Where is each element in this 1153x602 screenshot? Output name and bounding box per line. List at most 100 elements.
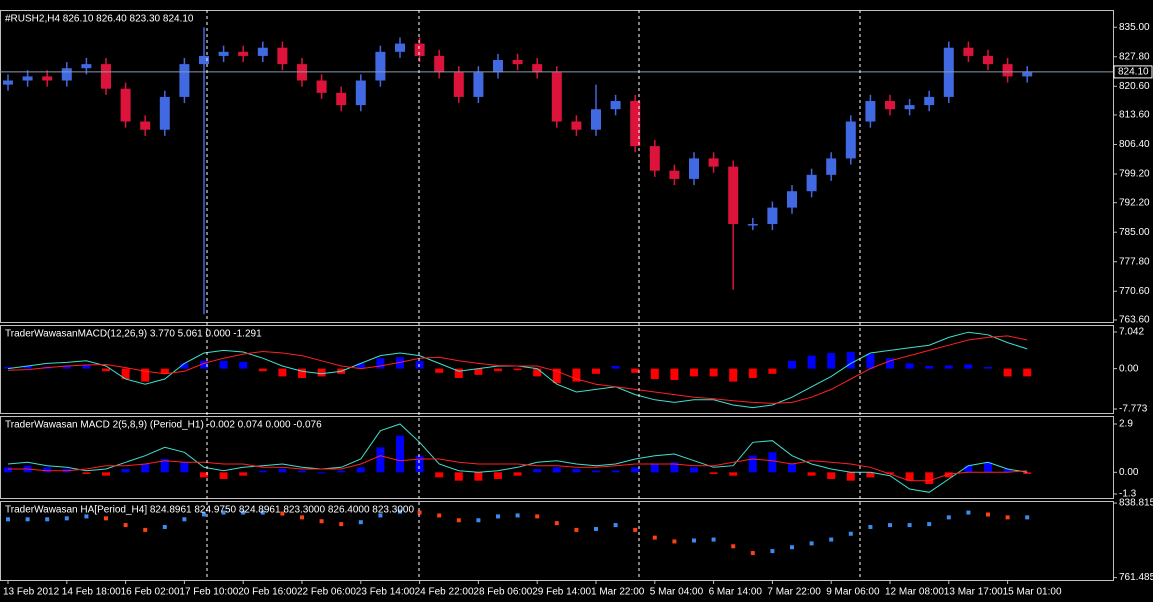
panel-frame	[0, 325, 1114, 414]
histogram-bar	[670, 462, 679, 473]
y-tick-label: 777.80	[1119, 256, 1150, 267]
y-tick-label: 761.485	[1119, 572, 1153, 583]
histogram-bar	[984, 462, 992, 473]
histogram-bar	[121, 469, 130, 473]
indicator-line	[8, 455, 1028, 482]
candle-body	[277, 47, 288, 65]
last-price-label: 824.10	[1118, 67, 1149, 78]
ha-dot	[476, 518, 481, 523]
candle-body	[1022, 72, 1033, 77]
y-tick-label: 2.9	[1119, 419, 1133, 430]
histogram-bar	[611, 366, 620, 369]
histogram-bar	[415, 360, 424, 369]
histogram-bar	[141, 368, 150, 382]
candle-body	[395, 43, 405, 52]
candle-body	[591, 109, 601, 130]
y-tick-label: 806.40	[1119, 139, 1150, 150]
histogram-bar	[748, 368, 757, 378]
ha-dot	[574, 527, 579, 532]
histogram-bar	[905, 472, 914, 481]
ha-dot	[437, 513, 442, 518]
ha-dot	[594, 526, 598, 531]
ha-dot	[221, 510, 226, 515]
ha-dot	[515, 513, 520, 518]
histogram-bar	[788, 464, 796, 473]
histogram-bar	[513, 472, 522, 476]
x-tick-label: 1 Mar 22:00	[591, 587, 645, 598]
y-tick-label: -1.3	[1119, 489, 1137, 500]
y-tick-label: 835.00	[1119, 22, 1150, 33]
histogram-bar	[611, 470, 620, 473]
histogram-bar	[905, 363, 914, 369]
histogram-bar	[435, 472, 444, 478]
ha-dot	[202, 512, 206, 517]
histogram-bar	[886, 358, 894, 369]
ha-dot	[456, 518, 461, 523]
x-tick-label: 13 Mar 17:00	[944, 587, 1003, 598]
histogram-bar	[415, 455, 424, 473]
ha-dot	[535, 514, 540, 519]
candle-body	[179, 64, 190, 97]
ha-dot	[358, 520, 363, 525]
histogram-bar	[160, 368, 169, 374]
histogram-bar	[533, 368, 542, 377]
x-tick-label: 29 Feb 14:00	[532, 587, 591, 598]
panel-frame	[0, 501, 1114, 581]
histogram-bar	[356, 363, 365, 369]
histogram-bar	[572, 368, 581, 382]
ha-dot	[731, 544, 736, 549]
histogram-bar	[396, 435, 404, 473]
candle-body	[983, 55, 993, 65]
histogram-bar	[788, 360, 796, 369]
histogram-bar	[748, 455, 757, 473]
ha-dot	[927, 522, 932, 527]
histogram-bar	[807, 472, 816, 476]
histogram-bar	[23, 366, 32, 369]
ha-dot	[613, 523, 618, 528]
histogram-bar	[552, 467, 561, 473]
ha-dot	[750, 551, 755, 556]
histogram-bar	[592, 368, 600, 374]
ha-dot	[280, 511, 285, 516]
y-tick-label: 763.60	[1119, 315, 1150, 326]
candle-body	[3, 80, 13, 85]
ha-dot	[319, 519, 324, 524]
ha-dot	[652, 535, 657, 540]
x-tick-label: 13 Feb 2012	[3, 587, 60, 598]
y-tick-label: 7.042	[1119, 327, 1144, 338]
ha-dot	[711, 537, 716, 542]
histogram-bar	[62, 365, 71, 369]
ha-dot	[300, 515, 304, 520]
candle-body	[532, 64, 543, 73]
ha-dot	[260, 510, 265, 515]
histogram-bar	[317, 368, 326, 377]
candle-body	[120, 88, 131, 122]
candle-body	[708, 158, 719, 167]
x-tick-label: 17 Feb 10:00	[179, 587, 238, 598]
candle-body	[689, 158, 699, 179]
candle-body	[414, 43, 425, 56]
histogram-bar	[866, 354, 875, 369]
histogram-bar	[82, 472, 91, 474]
ha-dot	[790, 545, 794, 550]
histogram-bar	[729, 472, 738, 476]
histogram-bar	[376, 447, 385, 473]
candle-body	[140, 121, 151, 130]
ha-dot	[241, 510, 246, 515]
ha-dot	[986, 512, 990, 517]
histogram-bar	[278, 368, 287, 377]
y-tick-label: 0.00	[1119, 363, 1139, 374]
x-tick-label: 6 Mar 14:00	[709, 587, 763, 598]
histogram-bar	[435, 368, 444, 373]
candle-body	[159, 96, 170, 130]
ha-dot	[829, 537, 834, 542]
histogram-bar	[513, 368, 522, 371]
candle-body	[885, 101, 895, 110]
candle-body	[316, 80, 327, 93]
histogram-bar	[454, 472, 463, 481]
ha-dot	[1025, 515, 1030, 520]
histogram-bar	[494, 472, 502, 479]
histogram-bar	[670, 368, 679, 381]
